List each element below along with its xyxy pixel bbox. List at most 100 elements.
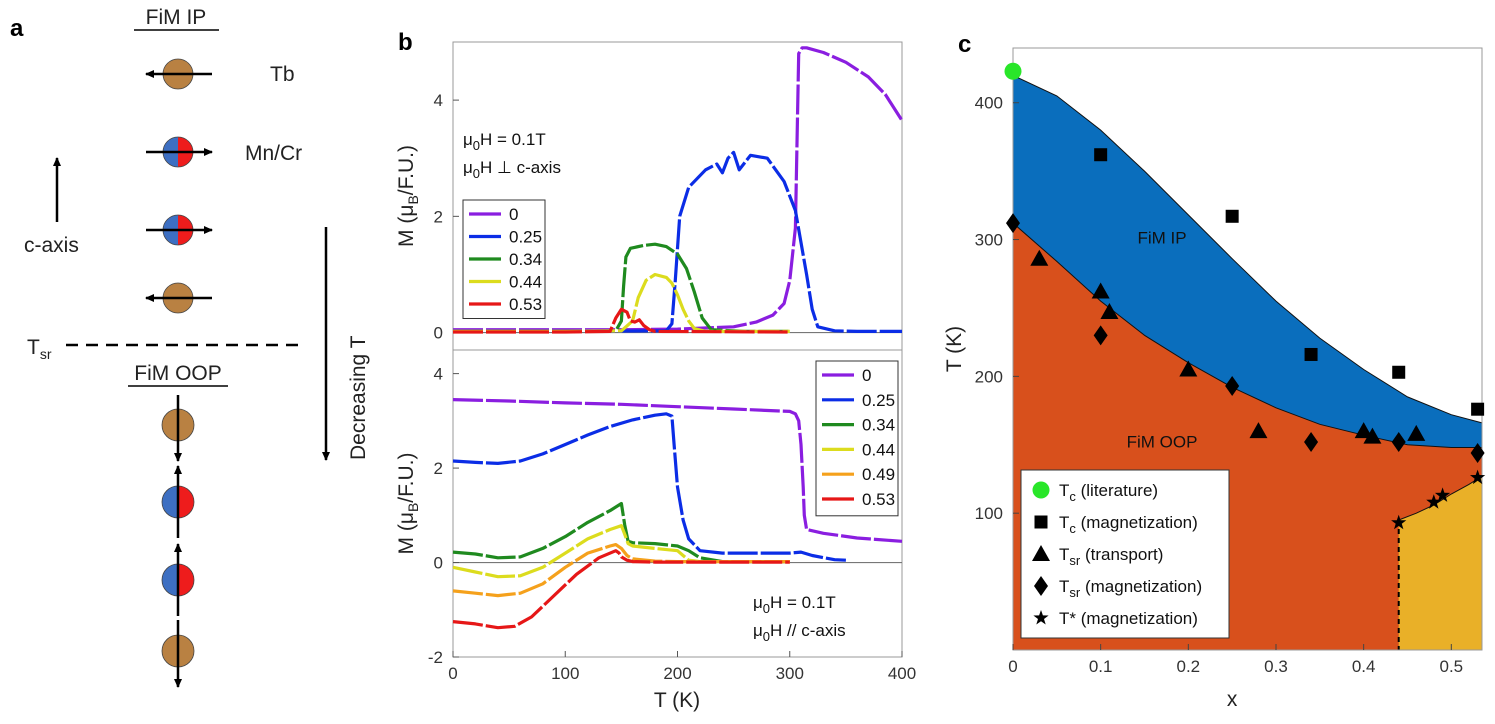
y-tick-label: -2 (428, 648, 443, 667)
legend-marker-square (1034, 515, 1048, 529)
y-tick-label: 0 (434, 554, 443, 573)
tstar-boundary-line (1398, 475, 1483, 521)
series-line-0.44 (452, 524, 790, 579)
fim-oop-label: FiM OOP (134, 362, 222, 385)
tsr-label: Tsr (27, 336, 52, 362)
data-point-star (1434, 487, 1451, 502)
legend-label: Tc (magnetization) (1059, 513, 1198, 536)
y-tick-label: 400 (975, 94, 1003, 113)
data-point-square (1304, 347, 1318, 361)
x-axis-label: T (K) (654, 689, 700, 712)
tstar-region (1398, 476, 1482, 650)
x-tick-label: 0.3 (1264, 657, 1288, 676)
legend-marker-star (1033, 610, 1049, 625)
series-line-0 (452, 398, 903, 543)
y-tick-label: 4 (434, 365, 443, 384)
data-point-square (1392, 365, 1406, 379)
legend-marker-circle (1032, 481, 1050, 499)
x-tick-label: 200 (663, 664, 691, 683)
tb-label: Tb (270, 63, 295, 86)
x-tick-label: 0 (1008, 657, 1017, 676)
field-direction-annotation: μ0H // c-axis (753, 621, 846, 644)
panel-label-b: b (398, 29, 413, 56)
tc-boundary-line (1012, 74, 1483, 424)
field-annotation: μ0H = 0.1T (463, 130, 546, 153)
legend-label: 0.25 (862, 391, 895, 410)
legend-marker-diamond (1034, 576, 1048, 596)
tb-spin-icon (145, 282, 212, 314)
data-point-diamond (1470, 442, 1485, 463)
x-tick-label: 100 (551, 664, 579, 683)
x-tick-label: 400 (888, 664, 916, 683)
legend-box (815, 360, 899, 517)
tsr-boundary-line (1012, 222, 1482, 448)
data-point-circle (1004, 62, 1022, 80)
data-point-square (1094, 148, 1108, 162)
data-point-star (1470, 469, 1486, 485)
legend-label: 0 (509, 205, 518, 224)
x-tick-label: 0.5 (1439, 657, 1463, 676)
data-point-diamond (1225, 375, 1240, 396)
legend-label: 0.25 (509, 228, 542, 247)
legend-label: Tc (literature) (1059, 481, 1158, 504)
data-point-square (1225, 209, 1239, 223)
mncr-spin-icon (146, 136, 213, 168)
data-point-triangle (1407, 424, 1426, 441)
panel-c: c 100 200 300 400 0 0.1 0.2 0.3 0.4 0.5 x T (K) FiM … (943, 31, 1486, 711)
fim-ip-region (1013, 75, 1482, 448)
legend-label: 0.34 (862, 416, 895, 435)
legend-label: 0.53 (509, 295, 542, 314)
mncr-label: Mn/Cr (245, 142, 302, 165)
data-point-triangle (1100, 303, 1119, 320)
y-axis-label: M (μB/F.U.) (395, 453, 421, 555)
x-tick-label: 0.2 (1177, 657, 1201, 676)
series-line-0.34 (453, 242, 790, 333)
y-axis-label: M (μB/F.U.) (395, 145, 421, 247)
series-line-0.25 (452, 412, 846, 562)
legend-label: 0.53 (862, 490, 895, 509)
y-tick-label: 2 (434, 459, 443, 478)
panel-c-phase-diagram: 100 200 300 400 0 0.1 0.2 0.3 0.4 0.5 x T (K) FiM IP… (943, 47, 1486, 711)
mncr-spin-icon (161, 543, 195, 616)
data-point-star (1391, 514, 1407, 530)
data-point-diamond (1304, 432, 1319, 453)
fim-ip-label: FiM IP (146, 6, 207, 29)
x-tick-label: 0.1 (1089, 657, 1113, 676)
panel-a: a FiM IP Tb Mn/Cr c-axis (10, 6, 370, 688)
c-axis-label: c-axis (24, 234, 79, 257)
legend-label: Tsr (transport) (1059, 545, 1163, 568)
decreasing-t-label: Decreasing T (347, 335, 370, 460)
legend-label: 0.49 (862, 465, 895, 484)
y-tick-label: 2 (434, 207, 443, 226)
plot-frame (1012, 47, 1483, 651)
y-tick-label: 300 (975, 231, 1003, 250)
legend-label: T* (magnetization) (1059, 609, 1198, 628)
data-point-diamond (1391, 432, 1406, 453)
legend-label: 0 (862, 366, 871, 385)
tb-spin-icon (161, 620, 195, 688)
field-direction-annotation: μ0H ⊥ c-axis (463, 158, 561, 181)
panel-b: b 0 2 4 M (μB/F.U.) 0 0.25 0.34 0.44 0.53 μ0H = 0… (395, 29, 916, 712)
data-point-triangle (1354, 422, 1373, 439)
x-tick-label: 0.4 (1352, 657, 1376, 676)
legend-label: Tsr (magnetization) (1059, 577, 1202, 600)
data-point-square (1471, 402, 1485, 416)
panel-label-a: a (10, 15, 24, 42)
data-point-star (1426, 494, 1442, 509)
legend-marker-triangle (1032, 545, 1050, 561)
region-label-fim-ip: FiM IP (1137, 229, 1186, 248)
y-axis-label: T (K) (943, 326, 966, 372)
tb-spin-icon (145, 58, 212, 90)
data-point-triangle (1179, 360, 1198, 377)
panel-label-c: c (958, 31, 971, 58)
series-line-0.53 (453, 307, 790, 334)
y-tick-label: 200 (975, 367, 1003, 386)
mncr-spin-icon (161, 465, 195, 538)
y-tick-label: 100 (975, 504, 1003, 523)
data-point-diamond (1093, 325, 1108, 346)
series-line-0.34 (452, 501, 790, 564)
data-point-triangle (1091, 282, 1110, 299)
legend-label: 0.44 (862, 440, 895, 459)
y-tick-label: 4 (434, 91, 443, 110)
